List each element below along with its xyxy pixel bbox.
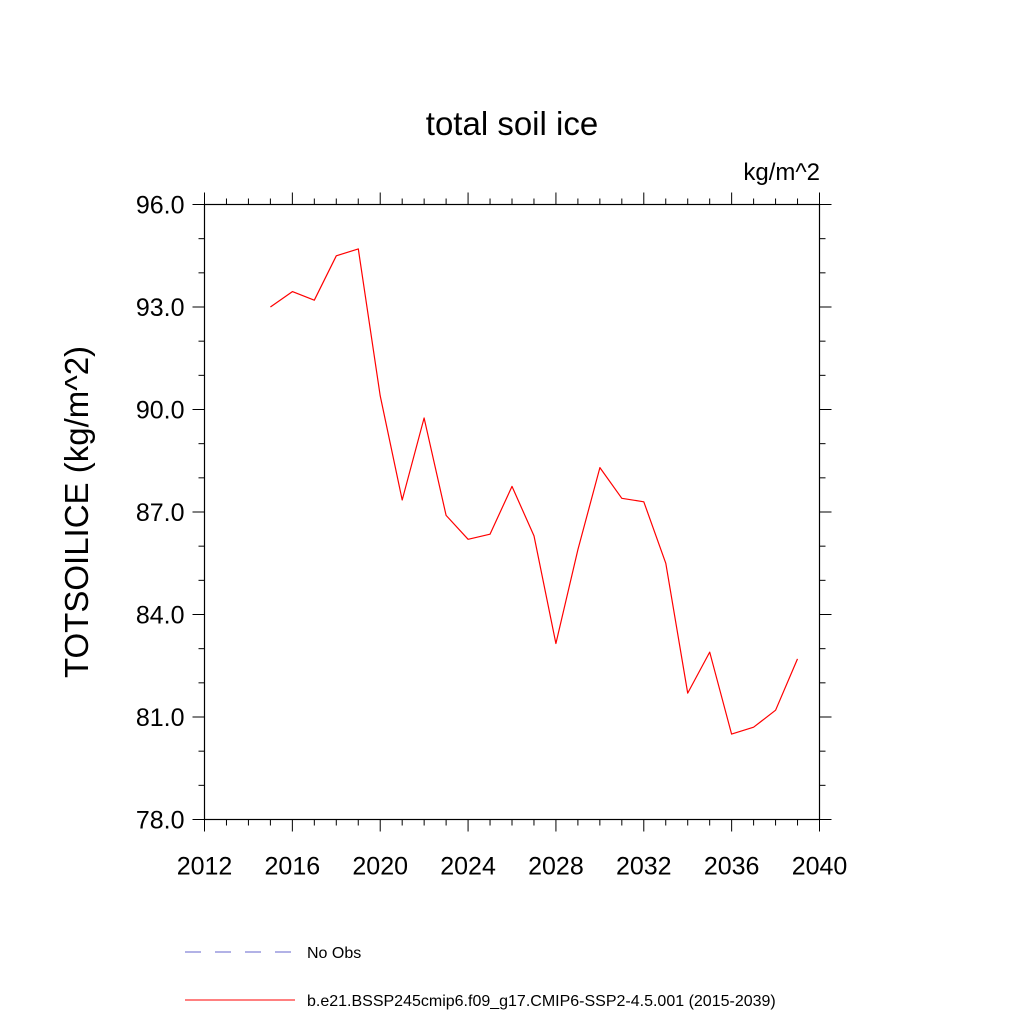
data-point	[269, 306, 271, 308]
y-tick-labels: 78.0 81.0 84.0 87.0 90.0 93.0 96.0	[136, 192, 185, 835]
data-point	[291, 290, 293, 292]
data-point	[555, 642, 557, 644]
data-point	[774, 709, 776, 711]
data-point	[599, 466, 601, 468]
series-lines	[269, 248, 799, 735]
y-tick-label: 93.0	[136, 294, 185, 322]
y-tick-label: 96.0	[136, 192, 185, 220]
y-axis-label: TOTSOILICE (kg/m^2)	[58, 346, 95, 678]
data-point	[730, 733, 732, 735]
x-tick-label: 2024	[440, 853, 496, 881]
data-point	[423, 417, 425, 419]
x-tick-labels: 2012 2016 2020 2024 2028 2032 2036 2040	[177, 853, 848, 881]
units-label: kg/m^2	[743, 159, 820, 186]
legend-label: No Obs	[307, 945, 361, 962]
y-tick-label: 84.0	[136, 602, 185, 630]
legend: No Obs b.e21.BSSP245cmip6.f09_g17.CMIP6-S…	[185, 945, 776, 1010]
data-point	[533, 535, 535, 537]
x-tick-label: 2036	[704, 853, 760, 881]
data-point	[577, 548, 579, 550]
legend-label: b.e21.BSSP245cmip6.f09_g17.CMIP6-SSP2-4.…	[307, 993, 776, 1010]
y-tick-label: 90.0	[136, 397, 185, 425]
data-point	[335, 255, 337, 257]
x-tick-label: 2016	[265, 853, 321, 881]
chart-title: total soil ice	[426, 105, 598, 142]
x-tick-label: 2040	[792, 853, 848, 881]
data-point	[357, 248, 359, 250]
x-tick-label: 2012	[177, 853, 233, 881]
plot-frame	[203, 203, 821, 821]
x-tick-label: 2032	[616, 853, 672, 881]
x-tick-label: 2020	[352, 853, 408, 881]
axis-ticks	[192, 192, 832, 832]
data-point	[752, 726, 754, 728]
data-point	[796, 658, 798, 660]
series-line	[270, 248, 799, 735]
data-point	[708, 651, 710, 653]
y-tick-label: 78.0	[136, 807, 185, 835]
data-point	[687, 692, 689, 694]
data-point	[643, 501, 645, 503]
data-point	[489, 533, 491, 535]
data-point	[621, 497, 623, 499]
data-point	[313, 299, 315, 301]
x-tick-label: 2028	[528, 853, 584, 881]
data-point	[445, 514, 447, 516]
data-point	[511, 485, 513, 487]
data-point	[401, 499, 403, 501]
data-point	[467, 538, 469, 540]
data-point	[379, 395, 381, 397]
data-point	[665, 562, 667, 564]
y-tick-label: 87.0	[136, 499, 185, 527]
y-tick-label: 81.0	[136, 704, 185, 732]
